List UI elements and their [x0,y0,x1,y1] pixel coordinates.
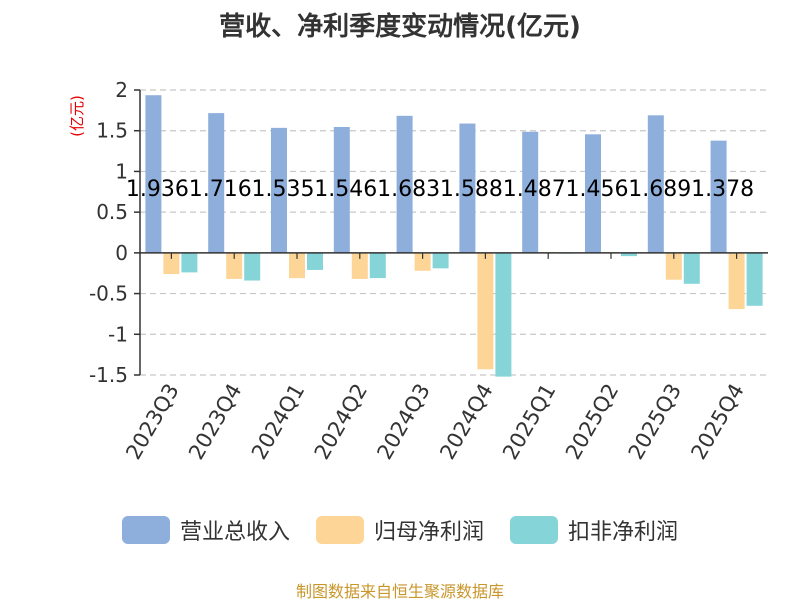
data-label: 1.535 [252,177,315,202]
legend: 营业总收入 归母净利润 扣非净利润 [0,514,800,546]
bar-营业总收入-2023Q3 [145,95,162,253]
y-tick-label: 2 [115,78,128,102]
y-tick-label: 1.5 [96,119,128,143]
bar-扣非净利润-2025Q4 [746,252,763,306]
legend-swatch [510,516,558,544]
legend-label: 营业总收入 [179,520,290,545]
bar-营业总收入-2025Q4 [710,140,727,253]
data-label: 1.936 [126,177,189,202]
bar-归母净利润-2025Q3 [665,252,682,280]
legend-item[interactable]: 扣非净利润 [510,514,678,546]
x-tick-label: 2024Q2 [310,380,372,464]
x-tick-label: 2023Q3 [121,380,183,464]
bar-扣非净利润-2024Q2 [369,252,386,279]
grid-lines [140,89,768,376]
x-tick-label: 2024Q4 [435,380,497,464]
bar-归母净利润-2023Q4 [226,252,243,279]
bar-扣非净利润-2024Q3 [432,252,449,269]
x-tick-label: 2025Q4 [686,380,748,464]
x-tick-label: 2024Q3 [372,379,434,463]
legend-swatch [315,516,364,544]
y-tick-label: -1.5 [89,363,128,387]
data-label: 1.378 [691,177,754,202]
data-label: 1.456 [566,177,629,202]
bar-归母净利润-2024Q1 [289,252,305,279]
bar-归母净利润-2025Q4 [728,252,745,310]
bar-扣非净利润-2024Q4 [495,252,512,377]
bar-营业总收入-2025Q3 [647,115,664,253]
x-tick-label: 2025Q3 [624,380,686,464]
y-tick-label: -1 [108,322,128,346]
x-tick-label: 2025Q2 [561,380,623,464]
source-note: 制图数据来自恒生聚源数据库 [295,582,504,601]
y-axis-label: (亿元) [68,95,86,137]
bars [145,95,763,377]
x-tick-label: 2025Q1 [498,380,560,464]
data-label: 1.588 [440,177,503,202]
bar-归母净利润-2024Q2 [351,252,368,279]
data-label: 1.487 [503,177,566,202]
y-tick-label: 0.5 [96,200,128,224]
bar-营业总收入-2024Q4 [459,123,476,253]
y-tick-label: 0 [115,241,128,265]
bar-归母净利润-2024Q4 [477,252,494,370]
bar-扣非净利润-2025Q2 [621,252,637,257]
bar-归母净利润-2023Q3 [163,252,180,275]
data-label: 1.716 [189,177,252,202]
data-label: 1.546 [314,177,377,202]
legend-label: 扣非净利润 [568,520,679,545]
bar-营业总收入-2024Q2 [333,126,350,253]
bar-扣非净利润-2023Q3 [181,252,198,273]
legend-item[interactable]: 营业总收入 [121,514,290,546]
x-tick-label: 2023Q4 [184,380,246,464]
y-tick-label: -0.5 [89,282,128,306]
y-tick-label: 1 [115,159,128,183]
data-label: 1.689 [628,177,691,202]
bar-营业总收入-2025Q1 [522,131,539,253]
bar-归母净利润-2024Q3 [414,252,431,271]
bar-营业总收入-2023Q4 [208,113,225,253]
data-label: 1.683 [377,177,440,202]
legend-item[interactable]: 归母净利润 [315,514,484,546]
chart-title: 营收、净利季度变动情况(亿元) [219,12,581,42]
legend-label: 归母净利润 [373,520,484,545]
data-labels: 1.936 1.716 1.535 1.546 1.683 1.588 1.487 1.456… [126,177,754,202]
bar-扣非净利润-2023Q4 [244,252,261,281]
bar-扣非净利润-2025Q3 [683,252,700,284]
bar-扣非净利润-2024Q1 [307,252,323,270]
x-tick-label: 2024Q1 [247,380,309,464]
bar-营业总收入-2025Q2 [585,134,601,253]
legend-swatch [121,516,170,544]
bar-营业总收入-2024Q1 [271,127,287,253]
bar-营业总收入-2024Q3 [396,115,413,253]
